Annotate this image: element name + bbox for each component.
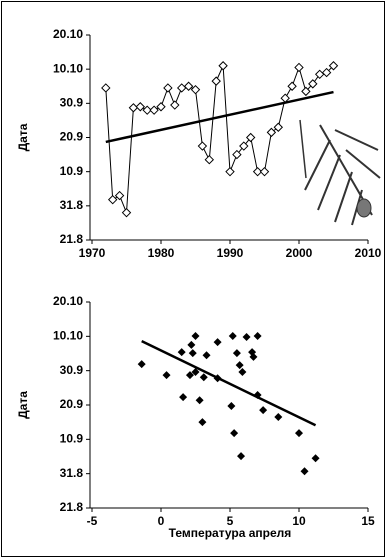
marker: [170, 100, 180, 110]
marker: [211, 76, 221, 86]
point: [295, 429, 303, 438]
point: [202, 351, 211, 360]
marker: [266, 127, 277, 138]
marker: [328, 61, 339, 71]
y-tick-label: 20.10: [53, 27, 83, 41]
marker: [232, 149, 242, 160]
marker: [204, 155, 215, 165]
point: [191, 368, 200, 377]
marker: [218, 61, 228, 71]
x-tick-label: 1970: [79, 246, 106, 260]
y-tick-label: 10.9: [60, 432, 84, 446]
marker: [197, 141, 208, 151]
x-tick-label: 2000: [286, 246, 313, 260]
point: [238, 368, 247, 377]
point: [232, 349, 241, 358]
point: [230, 429, 239, 438]
marker: [114, 190, 125, 201]
y-tick-label: 10.10: [53, 61, 83, 75]
marker: [245, 132, 256, 143]
marker: [121, 207, 132, 218]
y-tick-label: 30.9: [60, 363, 84, 377]
marker: [280, 93, 290, 103]
point: [179, 393, 188, 402]
point: [195, 396, 204, 405]
marker: [225, 166, 235, 177]
point: [235, 361, 244, 370]
point: [253, 391, 262, 400]
point: [137, 360, 146, 369]
marker: [308, 79, 318, 89]
x-tick-label: -5: [87, 514, 98, 528]
y-tick-label: 20.10: [53, 294, 83, 308]
marker: [142, 105, 152, 115]
point: [311, 454, 320, 463]
y-tick-label: 20.9: [60, 130, 84, 144]
point: [274, 413, 283, 422]
point: [199, 373, 208, 382]
point: [188, 349, 197, 358]
marker: [321, 67, 332, 78]
y-tick-label: 30.9: [60, 96, 84, 110]
marker: [135, 102, 146, 112]
x-tick-label: 1990: [217, 246, 244, 260]
y-axis-label: Дата: [16, 391, 30, 419]
point: [177, 348, 186, 357]
y-tick-label: 21.8: [60, 232, 84, 246]
trend-line: [105, 90, 334, 144]
marker: [239, 141, 249, 151]
point: [237, 452, 246, 461]
y-tick-label: 21.8: [60, 500, 84, 514]
marker: [149, 105, 159, 115]
x-tick-label: 2010: [355, 246, 382, 260]
marker: [259, 166, 270, 177]
marker: [294, 62, 304, 73]
point: [227, 402, 236, 411]
point: [162, 371, 171, 380]
x-tick-label: 5: [227, 514, 234, 528]
trend-line: [141, 340, 317, 427]
marker: [183, 81, 194, 91]
data-line: [105, 65, 334, 213]
y-tick-label: 10.10: [53, 329, 83, 343]
marker: [107, 194, 118, 205]
y-tick-label: 31.8: [60, 198, 84, 212]
marker: [156, 102, 166, 112]
point: [228, 331, 237, 340]
point: [213, 374, 222, 383]
marker: [163, 83, 173, 93]
x-tick-label: 10: [292, 514, 306, 528]
point: [253, 331, 262, 340]
marker: [273, 122, 284, 132]
marker: [101, 83, 111, 93]
y-tick-label: 10.9: [60, 164, 84, 178]
point: [242, 333, 251, 342]
point: [187, 340, 196, 349]
marker: [301, 86, 311, 97]
point: [249, 352, 258, 361]
marker: [287, 81, 297, 91]
y-tick-label: 31.8: [60, 466, 84, 480]
point: [198, 418, 207, 427]
x-tick-label: 1980: [148, 246, 175, 260]
marker: [190, 84, 201, 95]
x-tick-label: 15: [361, 514, 375, 528]
x-tick-label: 0: [158, 514, 165, 528]
point: [191, 331, 200, 340]
y-axis-label: Дата: [16, 123, 30, 151]
x-axis-label: Температура апреля: [169, 526, 292, 540]
y-tick-label: 20.9: [60, 397, 84, 411]
point: [185, 371, 194, 380]
point: [213, 338, 222, 347]
point: [259, 406, 268, 415]
point: [300, 467, 309, 476]
marker: [252, 166, 263, 177]
pine-illustration: [299, 119, 381, 226]
